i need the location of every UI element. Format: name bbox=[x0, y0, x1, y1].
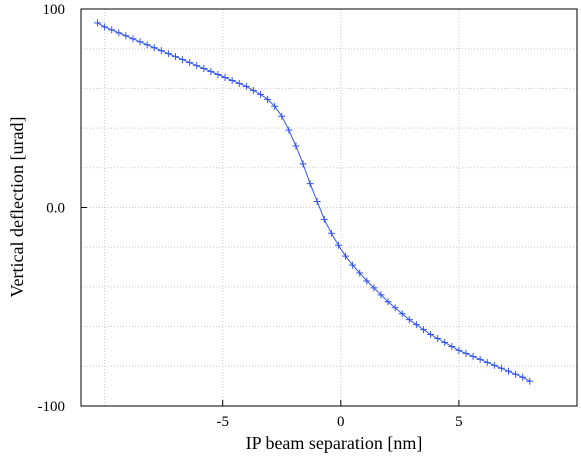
x-tick-label: 5 bbox=[455, 414, 463, 430]
grid bbox=[81, 9, 577, 406]
data-point bbox=[349, 261, 357, 269]
data-point bbox=[469, 352, 477, 360]
data-point bbox=[285, 126, 293, 134]
data-point bbox=[448, 342, 456, 350]
data-point bbox=[370, 284, 378, 292]
x-tick-label: -5 bbox=[216, 414, 229, 430]
data-point bbox=[94, 19, 102, 27]
data-point bbox=[398, 310, 406, 318]
data-point bbox=[327, 229, 335, 237]
data-point bbox=[462, 349, 470, 357]
data-point bbox=[299, 160, 307, 168]
data-point bbox=[292, 142, 300, 150]
data-point bbox=[342, 252, 350, 260]
y-tick-label: -100 bbox=[38, 399, 66, 415]
data-point bbox=[278, 112, 286, 120]
data-point bbox=[505, 367, 513, 375]
data-point bbox=[122, 32, 130, 40]
data-point bbox=[200, 65, 208, 73]
data-point bbox=[164, 50, 172, 58]
data-point bbox=[101, 23, 109, 31]
data-point bbox=[490, 361, 498, 369]
y-axis-label: Vertical deflection [urad] bbox=[7, 117, 27, 298]
data-point bbox=[412, 321, 420, 329]
data-point bbox=[512, 370, 520, 378]
data-point bbox=[136, 38, 144, 46]
data-point bbox=[519, 373, 527, 381]
data-point bbox=[391, 304, 399, 312]
data-point bbox=[476, 355, 484, 363]
plot-frame bbox=[80, 8, 578, 407]
data-point bbox=[483, 358, 491, 366]
y-tick-label: 100 bbox=[43, 2, 66, 18]
x-tick-label: 0 bbox=[337, 414, 345, 430]
data-point bbox=[186, 59, 194, 67]
data-point bbox=[419, 326, 427, 334]
data-point bbox=[264, 95, 272, 103]
data-point bbox=[207, 68, 215, 76]
data-point bbox=[143, 41, 151, 49]
axis-ticks: -5 0 5 100 0.0 -100 bbox=[38, 2, 463, 430]
series-layer bbox=[94, 19, 534, 385]
data-point bbox=[434, 335, 442, 343]
data-point bbox=[356, 269, 364, 277]
data-point bbox=[427, 331, 435, 339]
series-line bbox=[97, 22, 531, 382]
data-point bbox=[129, 35, 137, 43]
data-point bbox=[441, 338, 449, 346]
data-point bbox=[405, 316, 413, 324]
data-point bbox=[242, 82, 250, 90]
data-point bbox=[363, 277, 371, 285]
data-point bbox=[115, 29, 123, 37]
data-point bbox=[235, 79, 243, 87]
data-point bbox=[157, 47, 165, 55]
data-point bbox=[497, 364, 505, 372]
data-point bbox=[214, 71, 222, 79]
data-point bbox=[455, 346, 463, 354]
data-point bbox=[171, 53, 179, 61]
data-point bbox=[377, 291, 385, 299]
data-point bbox=[249, 86, 257, 94]
data-point bbox=[193, 62, 201, 70]
data-point bbox=[150, 44, 158, 52]
data-point bbox=[221, 73, 229, 81]
data-point bbox=[320, 215, 328, 223]
data-point bbox=[179, 56, 187, 64]
y-tick-label: 0.0 bbox=[46, 201, 65, 217]
x-axis-label: IP beam separation [nm] bbox=[246, 433, 423, 453]
data-point bbox=[228, 76, 236, 84]
data-point bbox=[334, 241, 342, 249]
data-point bbox=[306, 180, 314, 188]
data-point bbox=[108, 26, 116, 34]
data-point bbox=[526, 377, 534, 385]
data-point bbox=[313, 198, 321, 206]
data-point bbox=[384, 298, 392, 306]
data-point bbox=[257, 90, 265, 98]
data-point bbox=[271, 102, 279, 110]
